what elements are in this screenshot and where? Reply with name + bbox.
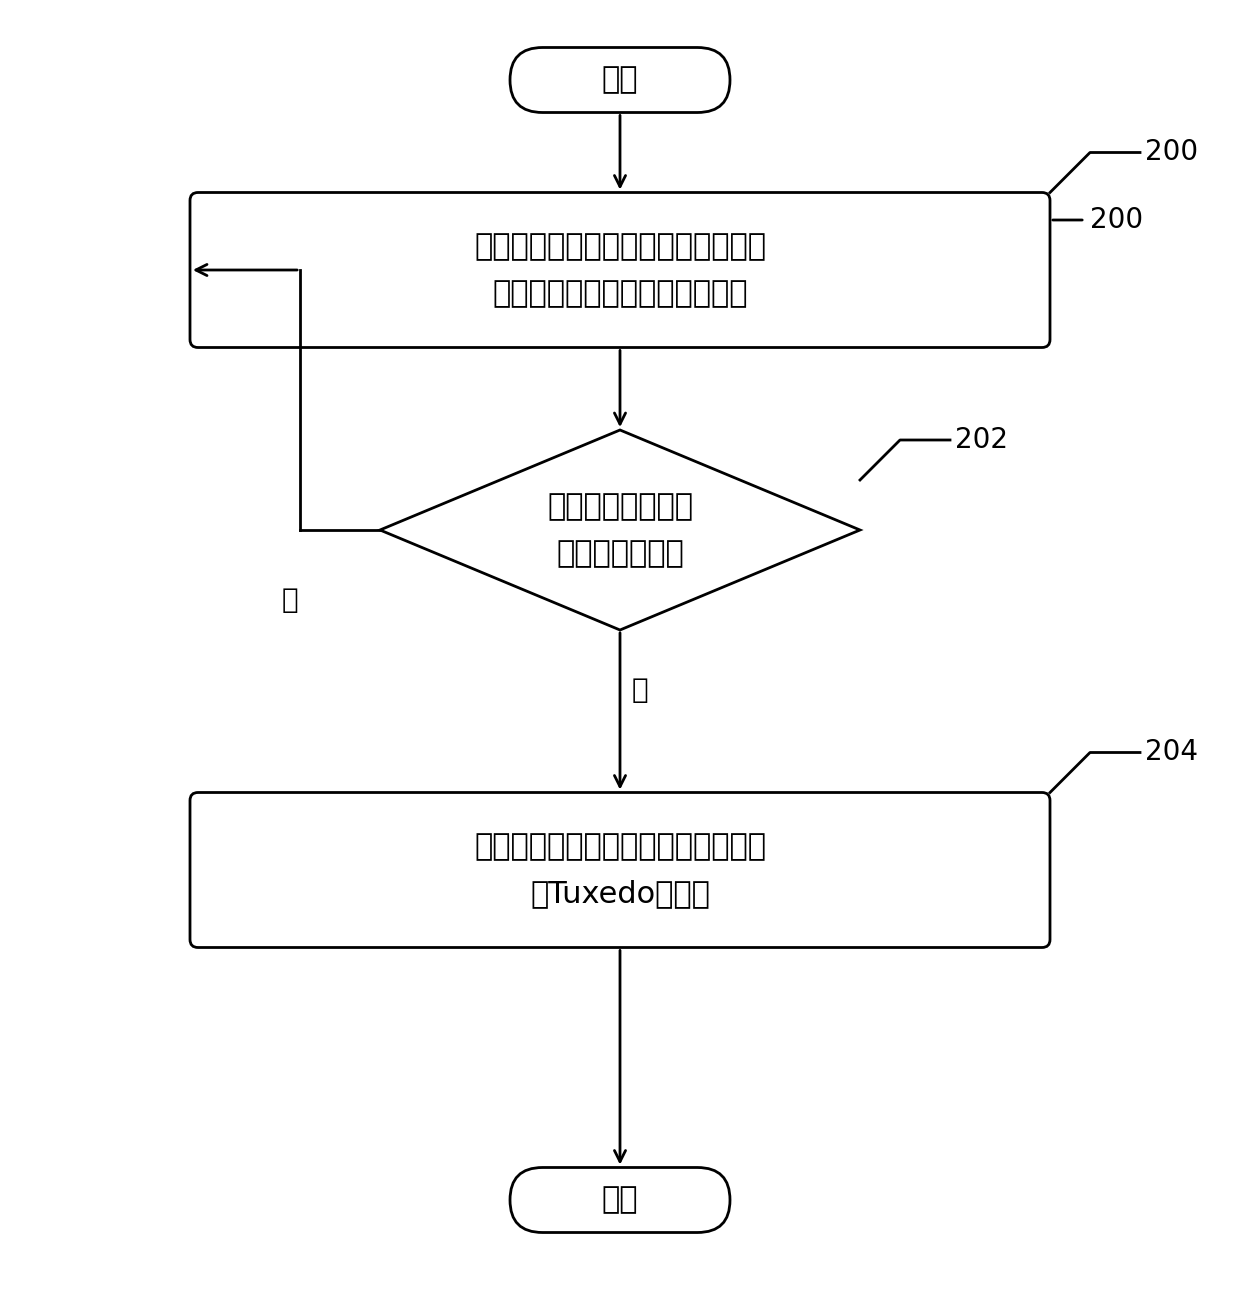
Polygon shape	[379, 429, 861, 630]
Text: 开始: 开始	[601, 65, 639, 94]
Text: 根据探测结果判断
是否存在异常？: 根据探测结果判断 是否存在异常？	[547, 492, 693, 568]
FancyBboxPatch shape	[190, 792, 1050, 948]
Text: 200: 200	[1090, 206, 1143, 234]
Text: 隔离异常生产主机，并启动应急主机
的Tuxedo域配置: 隔离异常生产主机，并启动应急主机 的Tuxedo域配置	[474, 831, 766, 908]
FancyBboxPatch shape	[190, 192, 1050, 347]
FancyBboxPatch shape	[510, 1168, 730, 1233]
Text: 202: 202	[955, 425, 1008, 454]
Text: 周期性地探测生产主机的工作状态，
并将探测结果记录在探测日志中: 周期性地探测生产主机的工作状态， 并将探测结果记录在探测日志中	[474, 232, 766, 308]
Text: 结束: 结束	[601, 1186, 639, 1215]
Text: 否: 否	[281, 586, 299, 614]
Text: 204: 204	[1145, 738, 1198, 767]
FancyBboxPatch shape	[510, 47, 730, 113]
Text: 200: 200	[1145, 139, 1198, 166]
Text: 是: 是	[631, 675, 649, 704]
